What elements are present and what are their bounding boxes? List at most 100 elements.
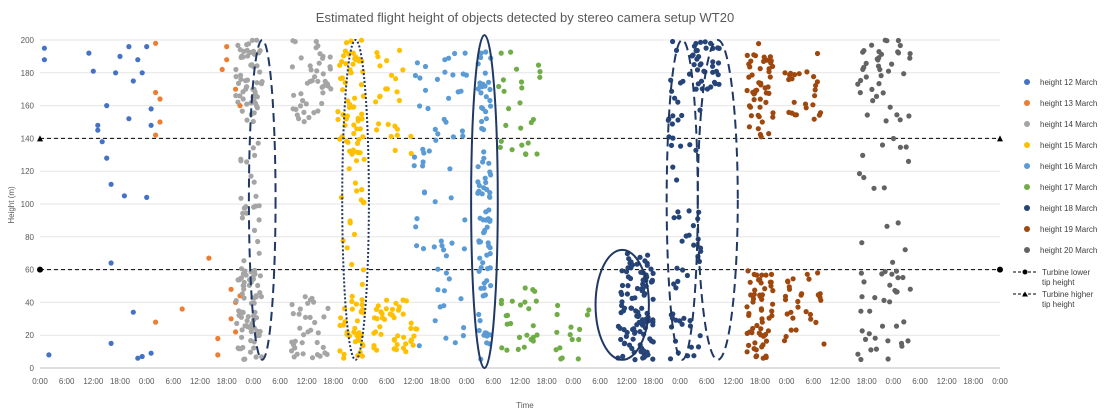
data-point <box>289 64 295 70</box>
data-point <box>759 292 766 298</box>
data-point <box>395 307 402 313</box>
data-point <box>763 99 769 105</box>
data-point <box>757 96 763 102</box>
data-point <box>859 328 865 334</box>
data-point <box>557 345 563 351</box>
data-point <box>289 348 295 354</box>
data-point <box>785 278 791 284</box>
data-point <box>746 342 752 348</box>
data-point <box>292 39 298 45</box>
data-point <box>632 330 638 336</box>
data-point <box>860 152 866 158</box>
data-point <box>250 118 256 125</box>
data-point <box>619 302 625 309</box>
data-point <box>783 333 789 340</box>
data-point <box>479 118 485 125</box>
data-point <box>670 113 676 119</box>
data-point <box>691 62 697 68</box>
data-point <box>394 132 400 138</box>
legend-marker <box>1022 269 1028 275</box>
data-point <box>762 85 768 91</box>
legend-label: height 14 March <box>1040 120 1097 129</box>
data-point <box>130 309 136 315</box>
data-point <box>650 270 656 276</box>
data-point <box>443 253 449 259</box>
data-point <box>798 292 804 298</box>
data-point <box>442 57 448 63</box>
data-point <box>690 52 696 58</box>
data-point <box>899 343 905 349</box>
data-point <box>342 48 348 54</box>
data-point <box>478 285 484 291</box>
data-point <box>815 270 821 276</box>
data-point <box>668 142 675 148</box>
data-point <box>341 351 347 357</box>
reference-marker <box>37 135 43 142</box>
data-point <box>907 55 913 61</box>
data-point <box>148 106 154 112</box>
reference-marker <box>997 135 1003 142</box>
data-point <box>690 223 697 229</box>
data-point <box>675 117 681 123</box>
data-point <box>356 330 362 336</box>
data-point <box>90 68 96 74</box>
x-tick-label: 0:00 <box>459 377 475 386</box>
data-point <box>900 274 906 281</box>
data-point <box>673 285 679 291</box>
data-point <box>239 215 245 221</box>
data-point <box>153 132 159 138</box>
data-point <box>889 271 895 277</box>
data-point <box>882 37 888 43</box>
data-point <box>763 354 769 360</box>
legend-label: height 16 March <box>1040 162 1097 171</box>
data-point <box>308 327 314 333</box>
data-point <box>303 101 309 107</box>
data-point <box>290 311 296 317</box>
data-point <box>431 244 437 250</box>
data-point <box>483 109 489 115</box>
data-point <box>623 333 630 339</box>
data-point <box>434 76 440 82</box>
data-point <box>782 70 788 76</box>
x-tick-label: 12:00 <box>190 377 211 386</box>
data-point <box>695 81 701 87</box>
data-point <box>312 74 318 80</box>
data-point <box>219 66 225 73</box>
data-point <box>501 88 507 94</box>
data-point <box>872 295 878 301</box>
data-point <box>752 340 758 346</box>
data-point <box>554 311 560 318</box>
data-point <box>126 116 132 122</box>
data-point <box>299 340 305 346</box>
data-point <box>224 57 230 63</box>
data-point <box>770 301 776 307</box>
data-point <box>486 243 492 249</box>
data-point <box>256 217 262 223</box>
data-point <box>346 104 353 110</box>
data-point <box>637 254 643 260</box>
data-point <box>793 327 799 333</box>
data-point <box>179 306 185 312</box>
data-point <box>859 294 865 300</box>
data-point <box>408 133 414 139</box>
data-point <box>244 101 250 107</box>
data-point <box>422 87 429 93</box>
data-point <box>358 309 364 315</box>
x-axis-ticks: 0:00 6:00 12:00 18:00 0:00 6:00 12:00 18:00 0:00… <box>32 377 1008 386</box>
data-point <box>861 279 867 285</box>
data-point <box>245 314 251 320</box>
data-point <box>704 86 711 92</box>
data-point <box>635 313 641 320</box>
data-point <box>648 266 654 272</box>
data-point <box>568 324 574 330</box>
data-point <box>391 337 397 343</box>
data-point <box>252 152 258 158</box>
data-point <box>238 76 244 82</box>
data-point <box>46 352 52 358</box>
data-point <box>695 344 702 350</box>
data-point <box>251 227 258 233</box>
data-point <box>498 138 504 144</box>
data-point <box>335 116 341 122</box>
data-point <box>475 189 481 195</box>
data-point <box>301 119 307 125</box>
